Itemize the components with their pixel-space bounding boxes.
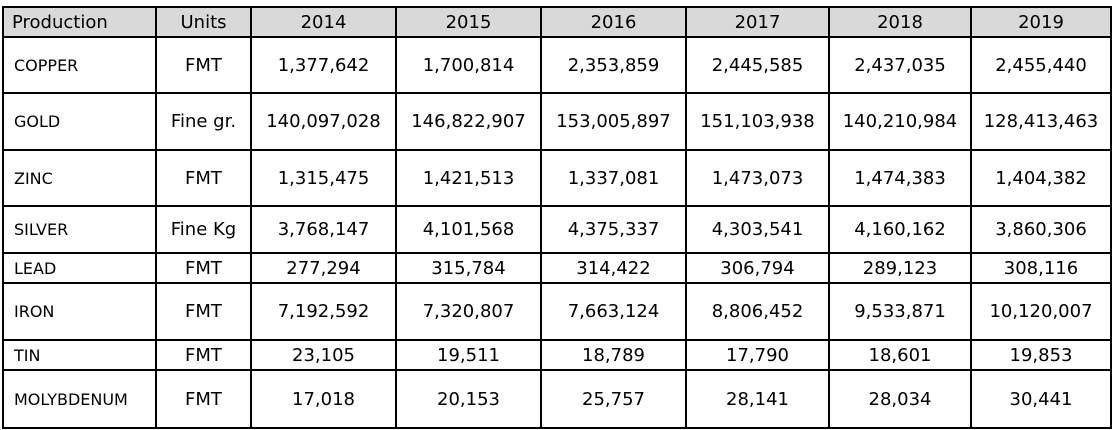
value-cell: 30,441 — [970, 369, 1112, 429]
data-row: GOLD Fine gr. 140,097,028 146,822,907 153,00… — [2, 92, 1112, 151]
unit-cell: Fine gr. — [155, 92, 252, 151]
value-cell: 277,294 — [250, 252, 397, 284]
unit-cell: FMT — [155, 339, 252, 371]
unit-cell: FMT — [155, 149, 252, 207]
value-cell: 25,757 — [540, 369, 687, 429]
value-cell: 1,421,513 — [395, 149, 542, 207]
value-cell: 1,473,073 — [685, 149, 830, 207]
data-row: MOLYBDENUM FMT 17,018 20,153 25,757 28,141 28,… — [2, 369, 1112, 429]
header-cell: 2017 — [685, 6, 830, 38]
data-row: LEAD FMT 277,294 315,784 314,422 306,794 289,1… — [2, 252, 1112, 284]
value-cell: 28,141 — [685, 369, 830, 429]
unit-cell: FMT — [155, 282, 252, 341]
value-cell: 1,377,642 — [250, 36, 397, 94]
value-cell: 23,105 — [250, 339, 397, 371]
value-cell: 153,005,897 — [540, 92, 687, 151]
value-cell: 289,123 — [828, 252, 972, 284]
mineral-cell: MOLYBDENUM — [2, 369, 157, 429]
production-table: Production Units 2014 2015 2016 2017 2018 2019 C… — [2, 6, 1112, 429]
value-cell: 4,101,568 — [395, 205, 542, 254]
unit-cell: FMT — [155, 36, 252, 94]
value-cell: 128,413,463 — [970, 92, 1112, 151]
header-cell: 2018 — [828, 6, 972, 38]
value-cell: 9,533,871 — [828, 282, 972, 341]
data-row: SILVER Fine Kg 3,768,147 4,101,568 4,375,337… — [2, 205, 1112, 254]
unit-cell: FMT — [155, 252, 252, 284]
value-cell: 4,160,162 — [828, 205, 972, 254]
value-cell: 28,034 — [828, 369, 972, 429]
value-cell: 146,822,907 — [395, 92, 542, 151]
value-cell: 19,853 — [970, 339, 1112, 371]
mineral-cell: ZINC — [2, 149, 157, 207]
value-cell: 308,116 — [970, 252, 1112, 284]
value-cell: 7,663,124 — [540, 282, 687, 341]
mineral-cell: TIN — [2, 339, 157, 371]
value-cell: 1,337,081 — [540, 149, 687, 207]
value-cell: 7,320,807 — [395, 282, 542, 341]
value-cell: 315,784 — [395, 252, 542, 284]
value-cell: 10,120,007 — [970, 282, 1112, 341]
data-row: IRON FMT 7,192,592 7,320,807 7,663,124 8,806,… — [2, 282, 1112, 341]
value-cell: 20,153 — [395, 369, 542, 429]
value-cell: 3,860,306 — [970, 205, 1112, 254]
value-cell: 8,806,452 — [685, 282, 830, 341]
value-cell: 1,700,814 — [395, 36, 542, 94]
unit-cell: FMT — [155, 369, 252, 429]
header-cell: 2016 — [540, 6, 687, 38]
value-cell: 306,794 — [685, 252, 830, 284]
data-row: ZINC FMT 1,315,475 1,421,513 1,337,081 1,473,… — [2, 149, 1112, 207]
value-cell: 18,789 — [540, 339, 687, 371]
header-cell: 2019 — [970, 6, 1112, 38]
unit-cell: Fine Kg — [155, 205, 252, 254]
data-row: TIN FMT 23,105 19,511 18,789 17,790 18,601 19,8… — [2, 339, 1112, 371]
value-cell: 140,210,984 — [828, 92, 972, 151]
header-row: Production Units 2014 2015 2016 2017 2018 2019 — [2, 6, 1112, 38]
value-cell: 151,103,938 — [685, 92, 830, 151]
value-cell: 1,404,382 — [970, 149, 1112, 207]
value-cell: 314,422 — [540, 252, 687, 284]
header-cell: 2015 — [395, 6, 542, 38]
value-cell: 18,601 — [828, 339, 972, 371]
mineral-cell: SILVER — [2, 205, 157, 254]
header-cell: 2014 — [250, 6, 397, 38]
header-cell: Production — [2, 6, 157, 38]
value-cell: 3,768,147 — [250, 205, 397, 254]
mineral-cell: IRON — [2, 282, 157, 341]
value-cell: 2,353,859 — [540, 36, 687, 94]
value-cell: 1,474,383 — [828, 149, 972, 207]
mineral-cell: LEAD — [2, 252, 157, 284]
value-cell: 1,315,475 — [250, 149, 397, 207]
value-cell: 19,511 — [395, 339, 542, 371]
data-row: COPPER FMT 1,377,642 1,700,814 2,353,859 2,44… — [2, 36, 1112, 94]
value-cell: 7,192,592 — [250, 282, 397, 341]
value-cell: 17,790 — [685, 339, 830, 371]
mineral-cell: GOLD — [2, 92, 157, 151]
value-cell: 2,445,585 — [685, 36, 830, 94]
value-cell: 2,455,440 — [970, 36, 1112, 94]
mineral-cell: COPPER — [2, 36, 157, 94]
value-cell: 140,097,028 — [250, 92, 397, 151]
value-cell: 17,018 — [250, 369, 397, 429]
header-cell: Units — [155, 6, 252, 38]
value-cell: 4,303,541 — [685, 205, 830, 254]
value-cell: 2,437,035 — [828, 36, 972, 94]
value-cell: 4,375,337 — [540, 205, 687, 254]
